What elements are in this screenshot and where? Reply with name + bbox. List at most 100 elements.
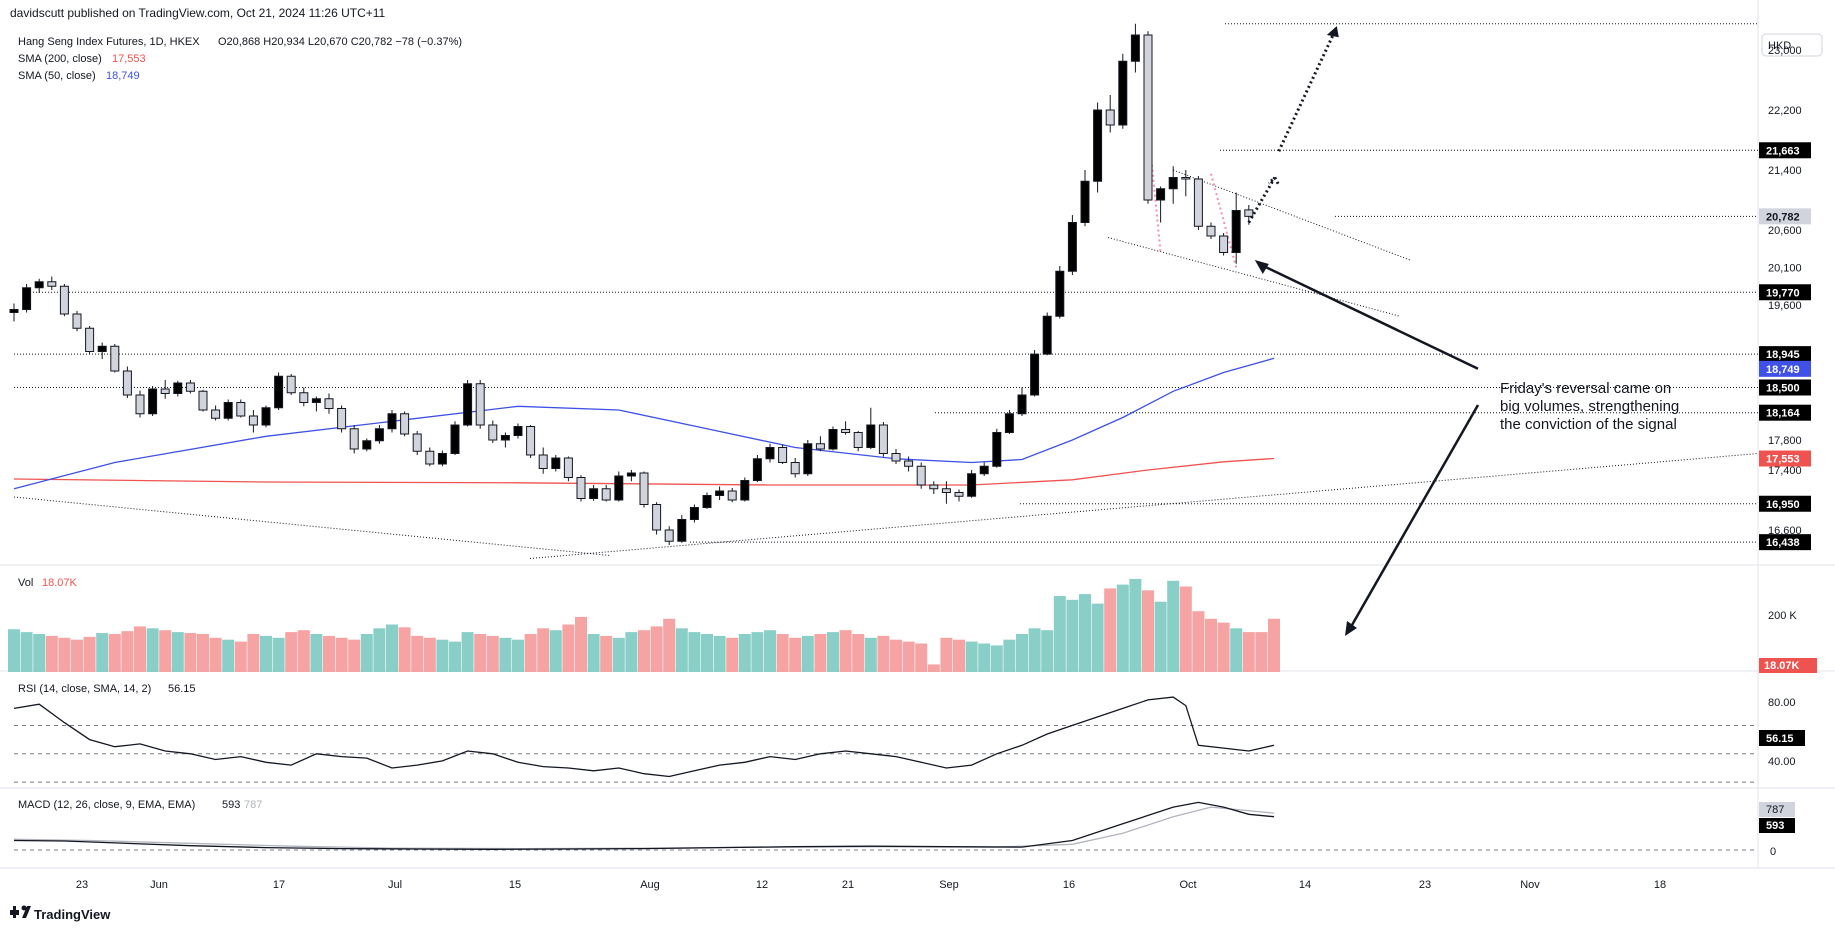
volume-bar xyxy=(108,634,121,672)
volume-bar xyxy=(1154,601,1167,672)
volume-bar xyxy=(663,618,676,672)
candle-body xyxy=(702,495,712,508)
price-level-badge-bg xyxy=(1759,360,1811,377)
date-tick-label: Sep xyxy=(939,879,959,891)
volume-bar xyxy=(600,635,613,672)
date-tick-label: Jun xyxy=(150,879,168,891)
price-level-badge-bg xyxy=(1759,495,1811,512)
volume-bar xyxy=(1230,628,1243,672)
annotation-arrow-up-head xyxy=(1254,260,1269,274)
candle-body xyxy=(59,285,69,315)
date-tick-label: Nov xyxy=(1520,879,1540,891)
candle-body xyxy=(689,507,699,520)
trend-line xyxy=(529,453,1759,559)
rsi-line xyxy=(13,696,1275,778)
rsi-last-badge: 56.15 xyxy=(1766,733,1794,745)
macd-label: MACD (12, 26, close, 9, EMA, EMA) xyxy=(18,799,195,811)
volume-bar xyxy=(197,634,209,672)
macd-line xyxy=(13,801,1275,850)
candle-body xyxy=(122,370,132,396)
volume-bar xyxy=(915,643,928,672)
annotation-arrow-down-head xyxy=(1345,621,1357,636)
sma200-label: SMA (200, close) xyxy=(18,53,102,65)
volume-bar xyxy=(184,633,197,672)
volume-bar xyxy=(965,641,978,672)
candle-body xyxy=(299,392,309,403)
volume-bar xyxy=(537,628,550,672)
candle-body xyxy=(148,388,158,415)
candle-body xyxy=(22,287,32,310)
candle-body xyxy=(500,435,510,441)
candle-body xyxy=(1030,353,1040,396)
macd-signal-badge-bg xyxy=(1759,802,1795,817)
candle-body xyxy=(72,313,82,329)
price-level-badge: 21,663 xyxy=(1766,145,1800,157)
candle-body xyxy=(1042,315,1052,355)
macd-value: 593 xyxy=(222,799,240,811)
date-tick-label: 12 xyxy=(756,879,768,891)
volume-bar xyxy=(1041,630,1054,672)
date-tick-label: Jul xyxy=(388,879,402,891)
volume-bar xyxy=(1091,603,1104,672)
candle-body xyxy=(97,345,107,352)
volume-value: 18.07K xyxy=(42,577,78,589)
volume-bar xyxy=(713,635,726,672)
candle-body xyxy=(752,458,762,481)
volume-bar xyxy=(272,637,285,672)
volume-bar xyxy=(1268,618,1280,672)
candle-body xyxy=(929,484,939,490)
date-tick-label: 16 xyxy=(1063,879,1075,891)
volume-bar xyxy=(398,627,411,672)
volume-bar xyxy=(864,637,877,672)
currency-box[interactable] xyxy=(1761,33,1823,57)
annotation-line-2: big volumes, strengthening xyxy=(1500,398,1679,415)
candle-body xyxy=(135,394,145,415)
price-tick-label: 22,200 xyxy=(1768,105,1802,117)
breakout-arrow-2 xyxy=(1277,30,1337,152)
date-tick-label: 18 xyxy=(1654,879,1666,891)
price-level-badge: 18,945 xyxy=(1766,349,1800,361)
volume-bar xyxy=(549,630,562,672)
date-tick-label: 14 xyxy=(1299,879,1311,891)
annotation-line-1: Friday's reversal came on xyxy=(1500,380,1671,397)
candle-body xyxy=(9,309,19,313)
candle-body xyxy=(538,454,548,469)
volume-bar xyxy=(449,641,461,672)
candle-body xyxy=(412,433,422,452)
price-level-badge-bg xyxy=(1759,208,1811,225)
candle-body xyxy=(526,426,536,456)
volume-bar xyxy=(411,635,424,672)
volume-bar xyxy=(890,639,902,672)
candle-body xyxy=(198,390,208,411)
candle-body xyxy=(778,447,788,463)
volume-bar xyxy=(1016,634,1028,672)
volume-bar xyxy=(852,634,865,672)
price-level-badge: 19,770 xyxy=(1766,287,1800,299)
volume-bars xyxy=(8,578,1280,672)
candle-body xyxy=(652,504,662,531)
date-tick-label: Aug xyxy=(640,879,660,891)
candle-body xyxy=(475,383,485,426)
price-level-badge-bg xyxy=(1759,379,1811,396)
candle-body xyxy=(1231,210,1241,253)
volume-bar xyxy=(675,628,688,672)
volume-bar xyxy=(323,635,335,672)
candle-body xyxy=(1193,178,1203,227)
candle-body xyxy=(790,462,800,475)
macd-signal-value: 787 xyxy=(244,799,262,811)
rsi-label: RSI (14, close, SMA, 14, 2) xyxy=(18,683,151,695)
candle-body xyxy=(437,453,447,465)
volume-bar xyxy=(1079,594,1091,672)
price-level-badge-bg xyxy=(1759,534,1811,551)
volume-bar xyxy=(953,639,965,672)
candle-body xyxy=(992,432,1002,467)
volume-bar xyxy=(562,624,575,672)
volume-bar xyxy=(512,639,524,672)
candle-body xyxy=(576,477,586,499)
volume-bar xyxy=(1116,584,1129,672)
candle-body xyxy=(727,490,737,501)
candle-body xyxy=(1118,60,1128,126)
ohlc-readout: O20,868 H20,934 L20,670 C20,782 −78 (−0.… xyxy=(218,36,462,48)
price-tick-label: 19,600 xyxy=(1768,300,1802,312)
